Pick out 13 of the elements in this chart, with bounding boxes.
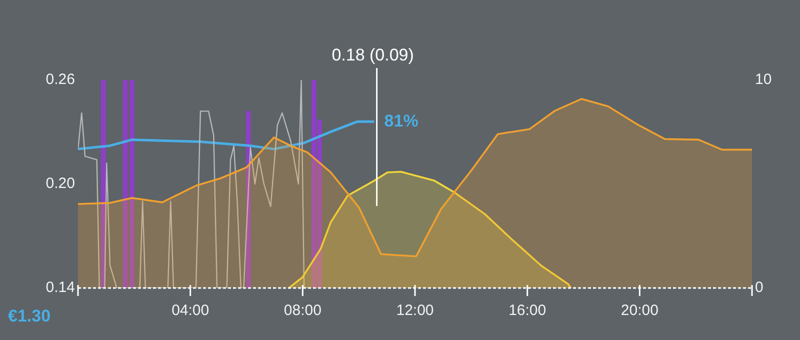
y2-tick-label: 10 <box>755 71 772 88</box>
y-tick-label: 0.14 <box>46 279 75 296</box>
y2-tick-label: 0 <box>755 279 764 296</box>
annotation: 81% <box>384 111 418 130</box>
x-tick-label: 20:00 <box>620 302 658 320</box>
y-tick-label: 0.20 <box>46 175 75 192</box>
text: €1.30 <box>8 306 51 326</box>
x-tick-label: 16:00 <box>508 302 546 320</box>
y-tick-label: 0.26 <box>46 71 75 88</box>
x-tick-label: 12:00 <box>396 302 434 320</box>
text: 0.18 (0.09) <box>332 46 414 65</box>
x-tick-label: 04:00 <box>172 302 210 320</box>
x-tick-label: 08:00 <box>284 302 322 320</box>
